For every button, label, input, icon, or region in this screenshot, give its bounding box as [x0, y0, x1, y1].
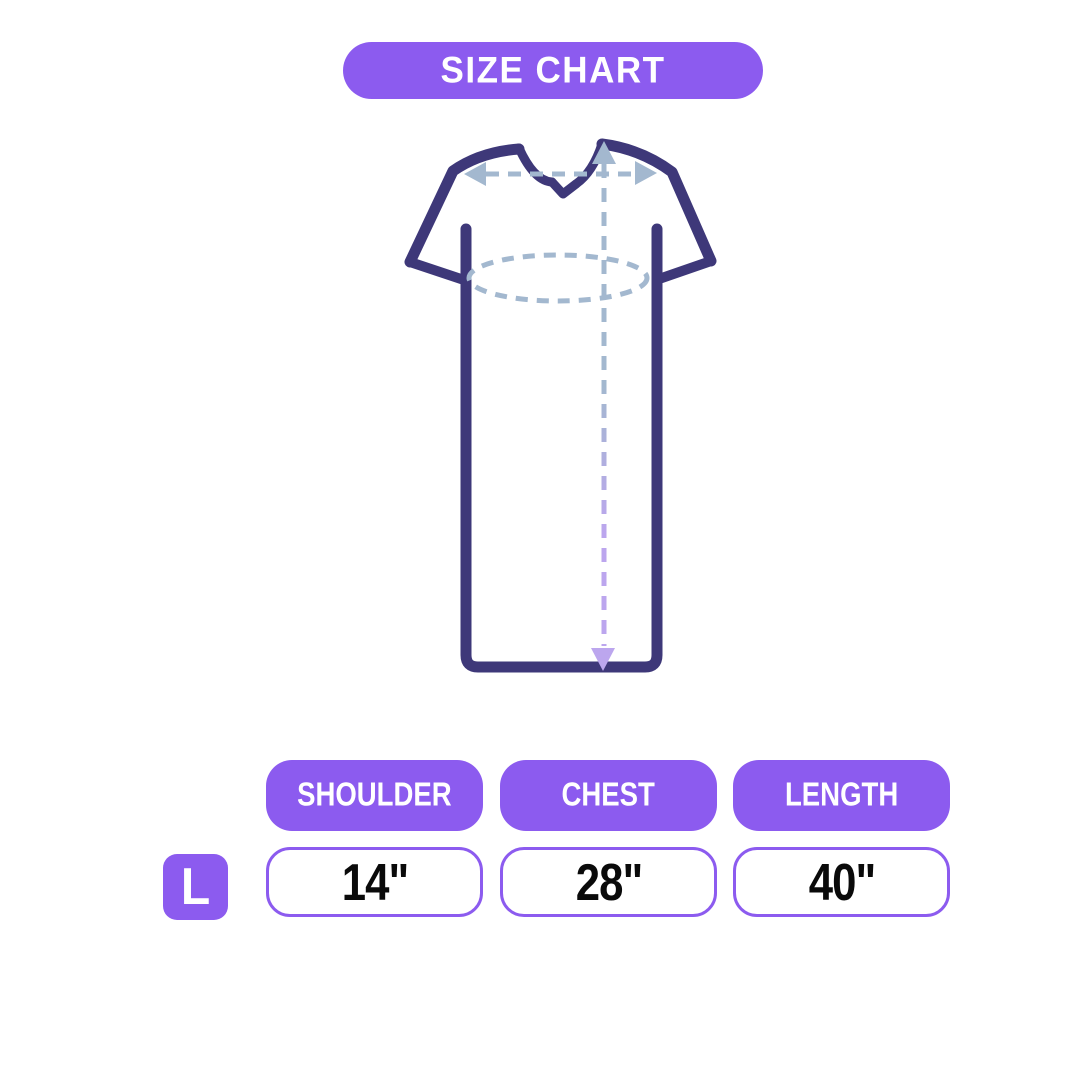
collar-line [514, 143, 557, 187]
page-title: SIZE CHART [440, 49, 666, 91]
arrowhead-right [635, 161, 657, 185]
value-chest-text: 28" [575, 852, 642, 912]
value-chest: 28" [500, 847, 717, 917]
value-length-text: 40" [808, 852, 875, 912]
size-label: L [180, 858, 211, 916]
value-shoulder-text: 14" [341, 852, 408, 912]
header-chest: CHEST [500, 760, 717, 831]
header-chest-label: CHEST [561, 776, 656, 814]
header-length-label: LENGTH [784, 776, 899, 814]
value-shoulder: 14" [266, 847, 483, 917]
arrowhead-up [592, 141, 616, 164]
shoulder-width-arrow [464, 161, 657, 186]
arrowhead-down [591, 648, 615, 671]
header-shoulder: SHOULDER [266, 760, 483, 831]
header-length: LENGTH [733, 760, 950, 831]
size-label-badge: L [163, 854, 228, 920]
title-pill: SIZE CHART [343, 42, 763, 99]
collar-notch [547, 177, 581, 199]
chest-circumference-ellipse [466, 252, 650, 304]
gown-outline [404, 138, 717, 673]
garment-diagram [404, 138, 717, 673]
header-shoulder-label: SHOULDER [297, 776, 452, 814]
arrowhead-left [464, 162, 486, 186]
length-arrow [591, 141, 616, 671]
value-length: 40" [733, 847, 950, 917]
